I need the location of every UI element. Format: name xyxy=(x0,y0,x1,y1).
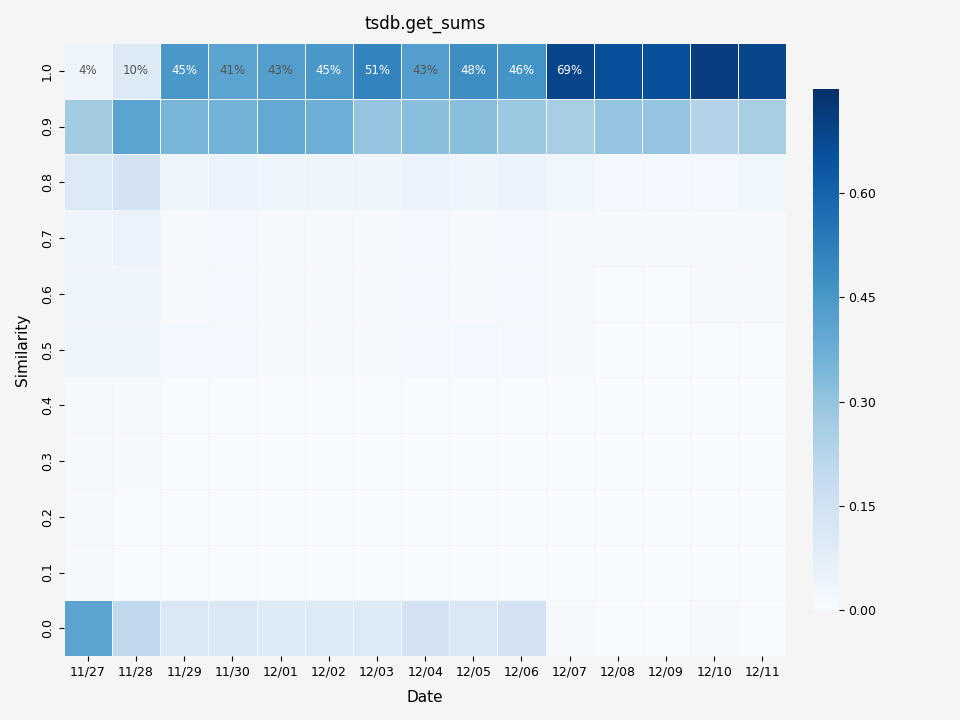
X-axis label: Date: Date xyxy=(407,690,444,705)
Text: 46%: 46% xyxy=(509,64,535,77)
Text: 45%: 45% xyxy=(316,64,342,77)
Text: 4%: 4% xyxy=(79,64,97,77)
Text: 43%: 43% xyxy=(268,64,294,77)
Text: 41%: 41% xyxy=(220,64,246,77)
Text: 10%: 10% xyxy=(123,64,149,77)
Title: tsdb.get_sums: tsdb.get_sums xyxy=(365,15,486,33)
Text: 48%: 48% xyxy=(460,64,487,77)
Text: 43%: 43% xyxy=(412,64,438,77)
Text: 69%: 69% xyxy=(557,64,583,77)
Y-axis label: Similarity: Similarity xyxy=(15,313,30,386)
Text: 51%: 51% xyxy=(364,64,390,77)
Text: 45%: 45% xyxy=(171,64,197,77)
